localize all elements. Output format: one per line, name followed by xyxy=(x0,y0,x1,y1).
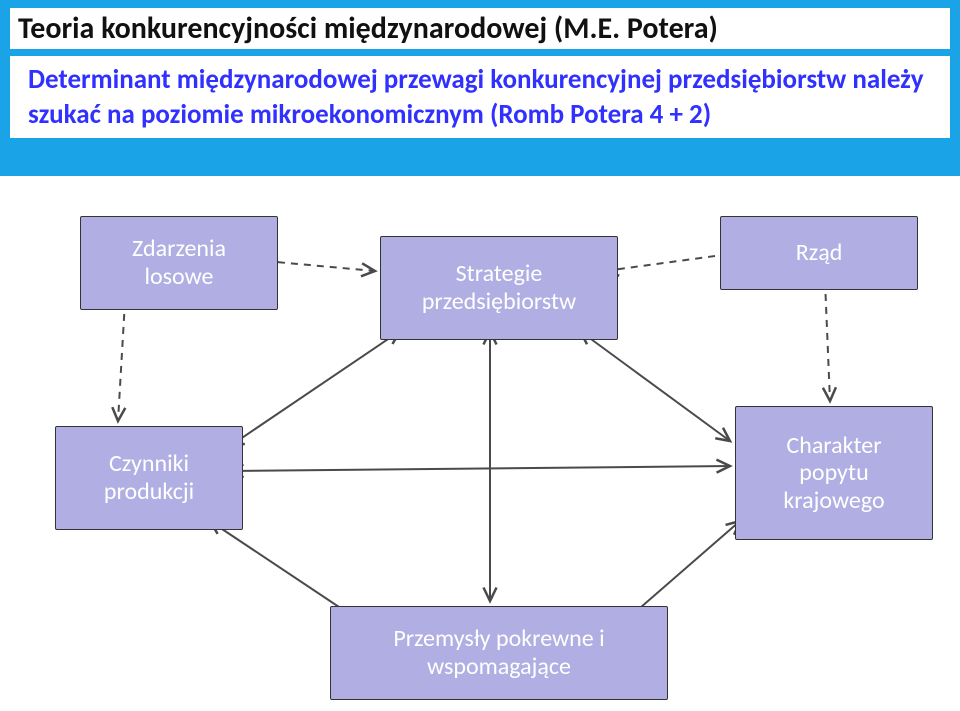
node-czynniki: Czynnikiprodukcji xyxy=(55,426,243,530)
slide-title: Teoria konkurencyjności międzynarodowej … xyxy=(10,8,950,49)
node-zdarzenia: Zdarzenialosowe xyxy=(80,216,278,310)
node-rzad: Rząd xyxy=(720,216,918,290)
slide: Teoria konkurencyjności międzynarodowej … xyxy=(0,0,960,711)
node-przemysly: Przemysły pokrewne iwspomagające xyxy=(330,606,668,700)
node-strategie: Strategieprzedsiębiorstw xyxy=(380,236,618,340)
node-charakter: Charakterpopytukrajowego xyxy=(735,406,933,540)
slide-description: Determinant międzynarodowej przewagi kon… xyxy=(10,56,950,138)
porter-diamond-diagram: Zdarzenialosowe Strategieprzedsiębiorstw R… xyxy=(0,176,960,711)
